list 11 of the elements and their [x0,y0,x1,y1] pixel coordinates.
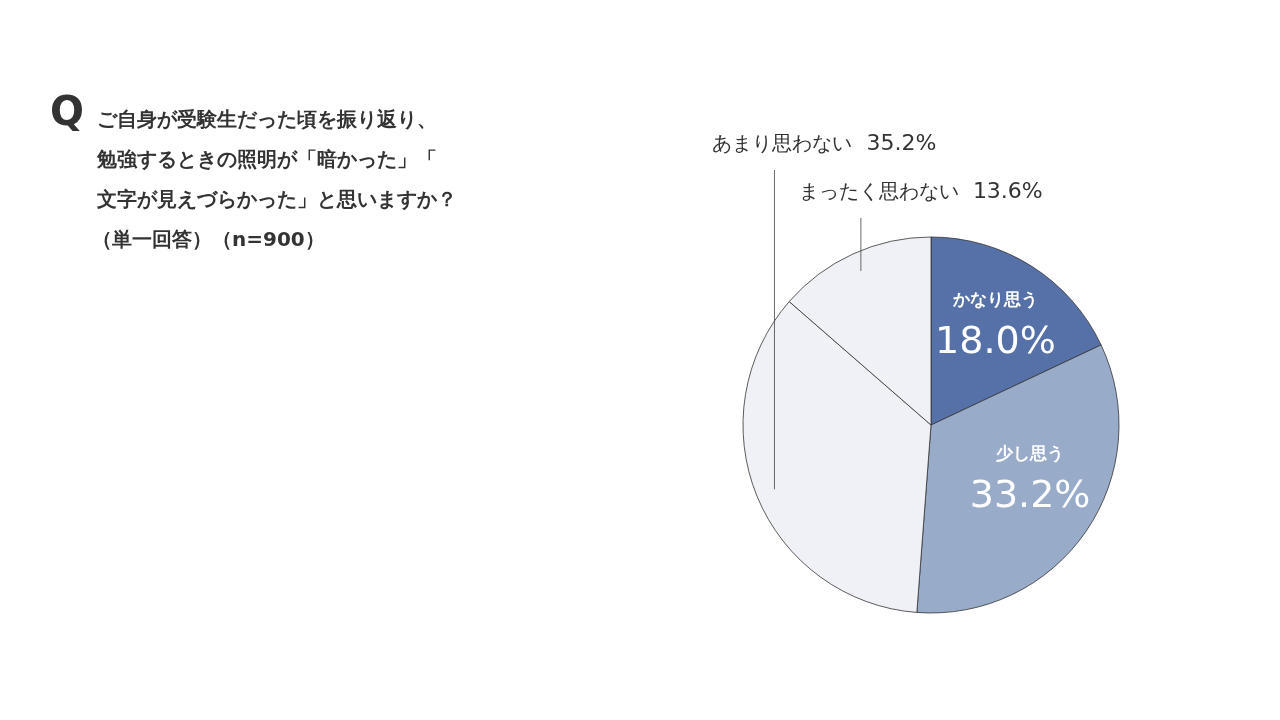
data-label: 18.0% [935,317,1056,362]
slice-label: まったく思わない [798,179,959,203]
slice-label: 少し思う [996,442,1065,463]
slice-label: あまり思わない [712,131,853,155]
text: Q [50,88,85,134]
data-label: 33.2% [969,471,1091,516]
slice-label: かなり思う [951,288,1038,309]
text: （単一回答）（n=900） [92,227,325,251]
data-label: 35.2% [866,130,937,155]
data-label: 13.6% [972,178,1043,203]
text: ご自身が受験生だった頃を振り返り、勉強するときの照明が「暗かった」「文字が見えづらかった」と思いますか？ [96,107,457,211]
